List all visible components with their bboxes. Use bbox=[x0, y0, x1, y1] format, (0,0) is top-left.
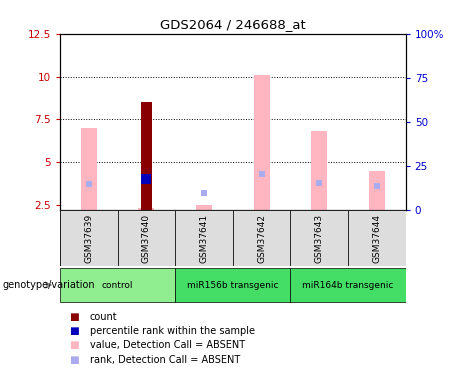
Text: GSM37642: GSM37642 bbox=[257, 214, 266, 262]
Bar bbox=[290, 210, 348, 266]
Point bbox=[142, 176, 150, 182]
Text: genotype/variation: genotype/variation bbox=[2, 280, 95, 290]
Bar bbox=[118, 210, 175, 266]
Bar bbox=[138, 208, 154, 210]
Text: control: control bbox=[102, 280, 133, 290]
Bar bbox=[348, 210, 406, 266]
Text: ■: ■ bbox=[69, 312, 79, 322]
Text: ■: ■ bbox=[69, 326, 79, 336]
Text: ■: ■ bbox=[69, 340, 79, 350]
Text: GSM37639: GSM37639 bbox=[84, 213, 93, 263]
Text: GSM37644: GSM37644 bbox=[372, 214, 381, 262]
Bar bbox=[233, 210, 290, 266]
Bar bbox=[175, 268, 290, 302]
Title: GDS2064 / 246688_at: GDS2064 / 246688_at bbox=[160, 18, 306, 31]
Text: percentile rank within the sample: percentile rank within the sample bbox=[90, 326, 255, 336]
Text: rank, Detection Call = ABSENT: rank, Detection Call = ABSENT bbox=[90, 355, 240, 364]
Bar bbox=[254, 75, 270, 210]
Text: GSM37643: GSM37643 bbox=[315, 214, 324, 263]
Text: value, Detection Call = ABSENT: value, Detection Call = ABSENT bbox=[90, 340, 245, 350]
Point bbox=[85, 182, 92, 188]
Bar bbox=[311, 131, 327, 210]
Point bbox=[373, 183, 381, 189]
Text: GSM37641: GSM37641 bbox=[200, 214, 208, 263]
Bar bbox=[175, 210, 233, 266]
Point bbox=[315, 180, 323, 186]
Bar bbox=[81, 128, 97, 210]
Text: count: count bbox=[90, 312, 118, 322]
Text: GSM37640: GSM37640 bbox=[142, 214, 151, 263]
Bar bbox=[141, 102, 152, 210]
Point bbox=[258, 171, 266, 177]
Text: ■: ■ bbox=[69, 355, 79, 364]
Bar bbox=[60, 268, 175, 302]
Text: miR164b transgenic: miR164b transgenic bbox=[302, 280, 394, 290]
Text: miR156b transgenic: miR156b transgenic bbox=[187, 280, 278, 290]
Bar bbox=[196, 205, 212, 210]
Bar bbox=[60, 210, 118, 266]
Bar bbox=[290, 268, 406, 302]
Point bbox=[200, 190, 207, 196]
Bar bbox=[369, 171, 385, 210]
